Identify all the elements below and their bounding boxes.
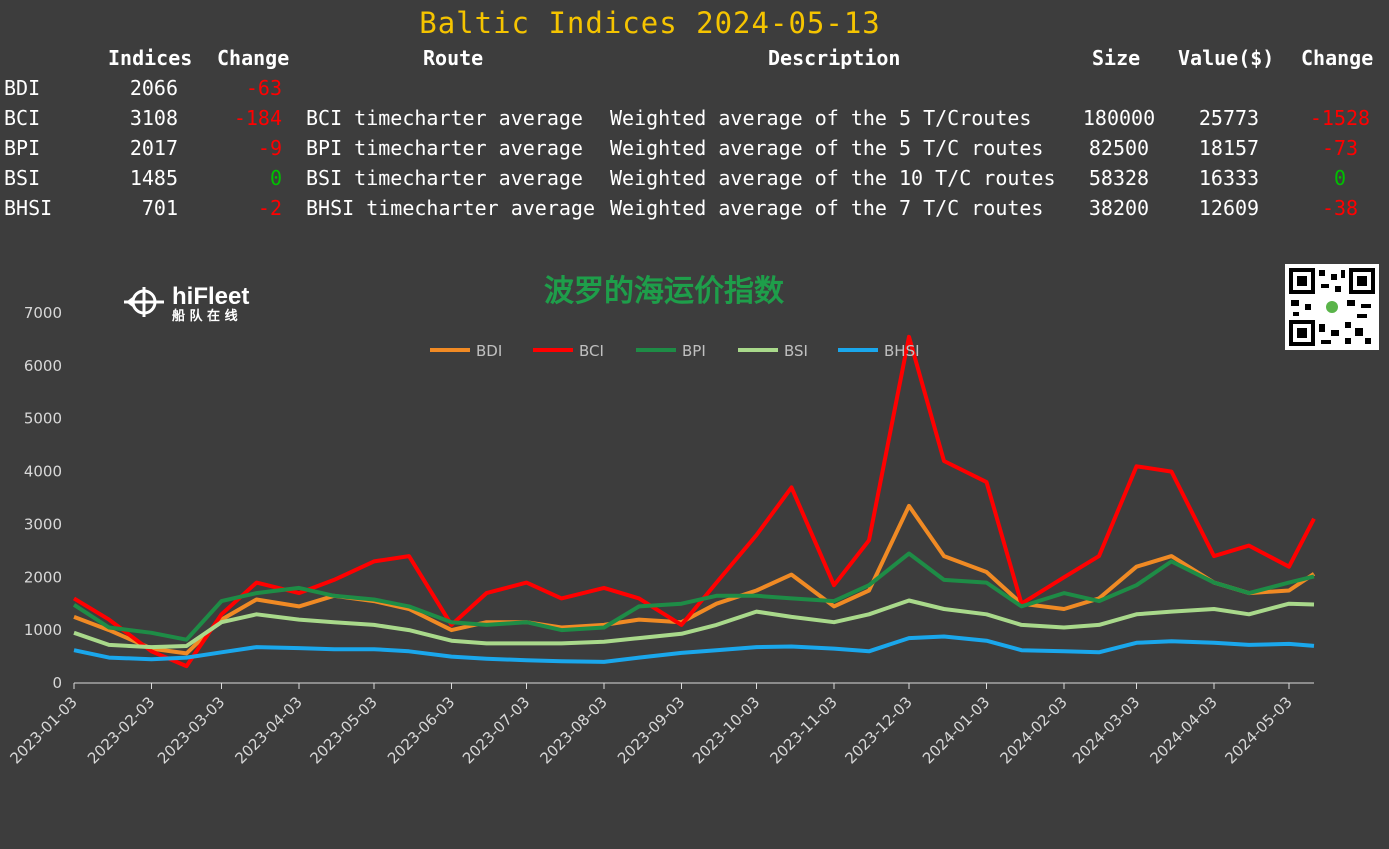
header-change2: Change [1301,46,1374,70]
qr-code-icon [1285,264,1379,350]
series-line-bci [72,334,1316,669]
y-tick-label: 5000 [24,410,62,428]
cell-change-2: -73 [1321,136,1359,160]
cell-size: 82500 [1088,136,1150,160]
legend-label-bpi: BPI [682,342,706,360]
x-tick-label: 2023-12-03 [841,693,915,767]
logo-text: hiFleet [172,283,249,310]
cell-value: 12609 [1198,196,1260,220]
cell-name: BDI [4,76,41,100]
cell-route: BPI timecharter average [306,136,583,160]
hifleet-logo: hiFleet 船 队 在 线 [124,282,274,330]
x-tick-label: 2024-01-03 [919,693,993,767]
x-tick-label: 2023-08-03 [536,693,610,767]
cell-value: 16333 [1198,166,1260,190]
x-tick-label: 2024-03-03 [1069,693,1143,767]
cell-change: -2 [257,196,282,220]
cell-name: BCI [4,106,41,130]
cell-change: 0 [269,166,282,190]
header-description: Description [768,46,901,70]
chart-title: 波罗的海运价指数 [544,274,785,309]
cell-change: -184 [233,106,282,130]
cell-description: Weighted average of the 10 T/C routes [610,166,1056,190]
cell-change-2: -1528 [1309,106,1371,130]
cell-change-2: 0 [1333,166,1347,190]
y-tick-label: 1000 [24,621,62,639]
y-axis: 0 1000 2000 3000 4000 5000 6000 7000 [24,304,62,692]
cell-index: 3108 [129,106,178,130]
series-line-bpi [72,551,1315,642]
cell-change: -63 [245,76,282,100]
cell-route: BHSI timecharter average [306,196,595,220]
header-indices: Indices [108,46,193,70]
x-tick-label: 2023-01-03 [6,693,80,767]
cell-name: BSI [4,166,41,190]
cell-index: 2066 [129,76,178,100]
legend-label-bdi: BDI [476,342,502,360]
header-change: Change [217,46,290,70]
header-size: Size [1092,46,1141,70]
x-tick-label: 2023-06-03 [384,693,458,767]
series-line-bhsi [73,634,1315,664]
hifleet-logo-icon: hiFleet 船 队 在 线 [124,283,249,324]
cell-name: BPI [4,136,41,160]
cell-change: -9 [257,136,282,160]
cell-value: 25773 [1198,106,1260,130]
legend-label-bhsi: BHSI [884,342,920,360]
x-tick-label: 2024-04-03 [1146,693,1220,767]
y-tick-label: 3000 [24,515,62,533]
x-tick-label: 2024-05-03 [1221,693,1295,767]
x-tick-label: 2023-11-03 [766,693,840,767]
cell-change-2: -38 [1321,196,1359,220]
y-tick-label: 0 [52,674,62,692]
legend-label-bci: BCI [579,342,604,360]
header-route: Route [423,46,484,70]
cell-size: 58328 [1088,166,1150,190]
legend-label-bsi: BSI [784,342,808,360]
chart-legend: BDI BCI BPI BSI BHSI [430,342,920,360]
y-tick-label: 6000 [24,357,62,375]
x-tick-label: 2023-05-03 [306,693,380,767]
cell-index: 701 [141,196,178,220]
y-tick-label: 4000 [24,463,62,481]
cell-description: Weighted average of the 5 T/Croutes [610,106,1032,130]
series-line-bdi [73,503,1316,656]
x-tick-label: 2023-07-03 [459,693,533,767]
header-value: Value($) [1178,46,1275,70]
x-tick-label: 2023-09-03 [614,693,688,767]
x-tick-label: 2024-02-03 [996,693,1070,767]
logo-subtext: 船 队 在 线 [172,308,238,324]
cell-size: 180000 [1082,106,1156,130]
cell-index: 2017 [129,136,178,160]
y-tick-label: 7000 [24,304,62,322]
cell-index: 1485 [129,166,178,190]
cell-size: 38200 [1088,196,1150,220]
x-tick-label: 2023-04-03 [231,693,305,767]
x-tick-label: 2023-02-03 [84,693,158,767]
cell-route: BSI timecharter average [306,166,583,190]
cell-value: 18157 [1198,136,1260,160]
y-tick-label: 2000 [24,568,62,586]
series-line-bsi [73,598,1315,650]
cell-route: BCI timecharter average [306,106,583,130]
series-lines [72,334,1316,669]
cell-description: Weighted average of the 5 T/C routes [610,136,1044,160]
page-title: Baltic Indices 2024-05-13 [419,6,881,40]
x-tick-label: 2023-10-03 [689,693,763,767]
cell-description: Weighted average of the 7 T/C routes [610,196,1044,220]
cell-name: BHSI [4,196,53,220]
x-tick-label: 2023-03-03 [154,693,228,767]
